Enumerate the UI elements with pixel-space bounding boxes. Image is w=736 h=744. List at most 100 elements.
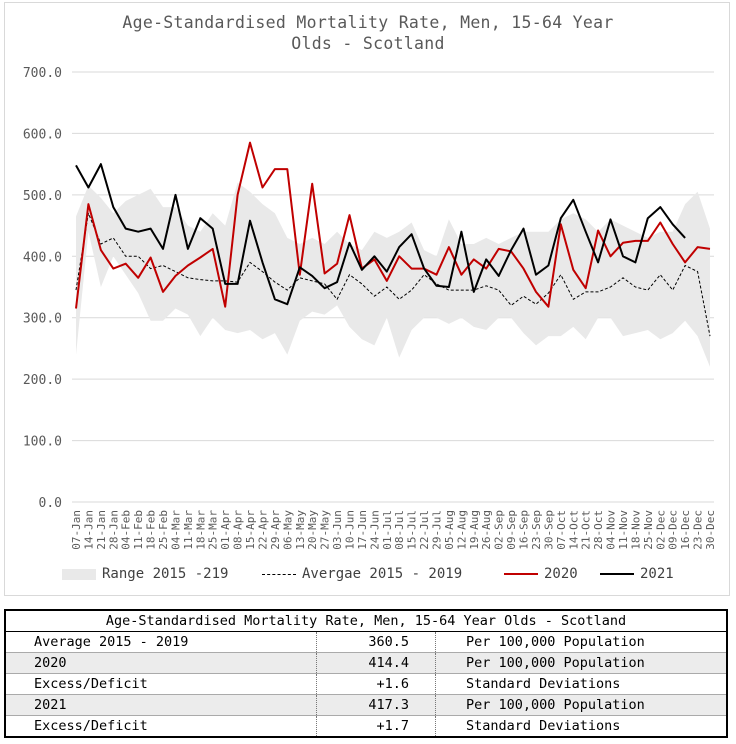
x-tick-label: 16-Sep: [518, 510, 531, 550]
x-tick-label: 04-Mar: [170, 510, 183, 550]
y-tick-label: 300.0: [23, 312, 62, 327]
x-tick-label: 22-Apr: [257, 510, 270, 550]
row-value: +1.6: [316, 673, 436, 695]
x-tick-label: 11-Mar: [182, 510, 195, 550]
y-tick-label: 400.0: [23, 250, 62, 265]
y-tick-label: 100.0: [23, 435, 62, 450]
x-tick-label: 28-Jan: [107, 510, 120, 550]
row-unit: Per 100,000 Population: [435, 631, 727, 653]
x-tick-label: 26-Aug: [480, 510, 493, 550]
table-title: Age-Standardised Mortality Rate, Men, 15…: [5, 610, 727, 632]
x-tick-label: 02-Dec: [654, 510, 667, 550]
x-tick-label: 02-Sep: [493, 510, 506, 550]
x-tick-label: 20-May: [306, 510, 319, 550]
x-tick-label: 18-Mar: [194, 510, 207, 550]
x-tick-label: 15-Jul: [406, 510, 419, 550]
legend-swatch-range: [62, 568, 96, 580]
x-tick-label: 19-Aug: [468, 510, 481, 550]
x-tick-label: 29-Jul: [431, 510, 444, 550]
chart-title-line-1: Age-Standardised Mortality Rate, Men, 15…: [122, 13, 614, 32]
x-tick-label: 25-Mar: [207, 510, 220, 550]
legend-label-2021: 2021: [640, 566, 674, 582]
legend-label-range: Range 2015 -219: [102, 566, 229, 582]
x-tick-label: 27-May: [319, 510, 332, 550]
y-axis: 0.0 100.0 200.0 300.0 400.0 500.0 600.0 700.0: [23, 66, 62, 511]
x-tick-label: 14-Oct: [567, 510, 580, 550]
mortality-line-chart: 0.0 100.0 200.0 300.0 400.0 500.0 600.0 700.0 0…: [23, 66, 717, 550]
x-tick-label: 01-Jul: [381, 510, 394, 550]
y-tick-label: 600.0: [23, 127, 62, 142]
legend-item-2021: 2021: [600, 566, 674, 582]
legend-item-average: Avergae 2015 - 2019: [262, 566, 462, 582]
x-tick-label: 08-Jul: [393, 510, 406, 550]
legend-item-2020: 2020: [504, 566, 578, 582]
x-tick-label: 25-Feb: [157, 510, 170, 550]
chart-title-line-2: Olds - Scotland: [291, 34, 445, 53]
x-tick-label: 11-Nov: [617, 510, 630, 550]
x-tick-label: 25-Nov: [642, 510, 655, 550]
x-tick-label: 07-Oct: [555, 510, 568, 550]
x-tick-label: 10-Jun: [344, 510, 357, 550]
x-tick-label: 01-Apr: [219, 510, 232, 550]
row-unit: Per 100,000 Population: [435, 652, 727, 674]
x-tick-label: 23-Sep: [530, 510, 543, 550]
row-value: 414.4: [316, 652, 436, 674]
x-axis: 07-Jan 14-Jan 21-Jan 28-Jan 04-Feb 11-Feb 18-F…: [70, 510, 717, 550]
legend-swatch-2020: [504, 573, 538, 575]
row-label: 2020: [5, 652, 317, 674]
table-title-row: Age-Standardised Mortality Rate, Men, 15…: [5, 610, 727, 632]
legend-item-range: Range 2015 -219: [62, 566, 228, 582]
x-tick-label: 08-Apr: [232, 510, 245, 550]
x-tick-label: 09-Sep: [505, 510, 518, 550]
x-tick-label: 21-Oct: [580, 510, 593, 550]
row-label: 2021: [5, 694, 317, 716]
x-tick-label: 07-Jan: [70, 510, 83, 550]
table-row: Excess/Deficit +1.7 Standard Deviations: [5, 715, 727, 738]
table-row: 2020 414.4 Per 100,000 Population: [5, 652, 727, 674]
row-value: +1.7: [316, 715, 436, 738]
x-tick-label: 05-Aug: [443, 510, 456, 550]
legend-swatch-2021: [600, 573, 634, 575]
legend-swatch-average: [262, 573, 296, 575]
x-tick-label: 18-Feb: [145, 510, 158, 550]
row-unit: Per 100,000 Population: [435, 694, 727, 716]
series-line-0: [75, 212, 711, 337]
table-row: Average 2015 - 2019 360.5 Per 100,000 Po…: [5, 631, 727, 653]
x-tick-label: 29-Apr: [269, 510, 282, 550]
summary-table: Age-Standardised Mortality Rate, Men, 15…: [4, 609, 728, 738]
x-tick-label: 12-Aug: [455, 510, 468, 550]
x-tick-label: 03-Jun: [331, 510, 344, 550]
y-tick-label: 700.0: [23, 66, 62, 81]
x-tick-label: 24-Jun: [368, 510, 381, 550]
x-tick-label: 09-Dec: [667, 510, 680, 550]
x-tick-label: 22-Jul: [418, 510, 431, 550]
x-tick-label: 04-Feb: [120, 510, 133, 550]
series-line-2: [75, 163, 686, 306]
x-tick-label: 13-May: [294, 510, 307, 550]
y-tick-label: 500.0: [23, 189, 62, 204]
x-tick-label: 16-Dec: [679, 510, 692, 550]
series-lines: [75, 141, 711, 337]
x-tick-label: 15-Apr: [244, 510, 257, 550]
legend-label-average: Avergae 2015 - 2019: [302, 566, 463, 582]
row-label: Excess/Deficit: [5, 715, 317, 738]
chart-title: Age-Standardised Mortality Rate, Men, 15…: [0, 12, 736, 54]
x-tick-label: 30-Dec: [704, 510, 717, 550]
legend-label-2020: 2020: [544, 566, 578, 582]
x-tick-label: 18-Nov: [629, 510, 642, 550]
y-tick-label: 0.0: [39, 496, 62, 511]
row-label: Average 2015 - 2019: [5, 631, 317, 653]
x-tick-label: 04-Nov: [605, 510, 618, 550]
row-value: 360.5: [316, 631, 436, 653]
x-tick-label: 28-Oct: [592, 510, 605, 550]
x-tick-label: 06-May: [281, 510, 294, 550]
row-value: 417.3: [316, 694, 436, 716]
row-label: Excess/Deficit: [5, 673, 317, 695]
x-tick-label: 11-Feb: [132, 510, 145, 550]
y-tick-label: 200.0: [23, 373, 62, 388]
table-row: 2021 417.3 Per 100,000 Population: [5, 694, 727, 716]
x-tick-label: 23-Dec: [692, 510, 705, 550]
row-unit: Standard Deviations: [435, 673, 727, 695]
x-tick-label: 30-Sep: [542, 510, 555, 550]
x-tick-label: 17-Jun: [356, 510, 369, 550]
